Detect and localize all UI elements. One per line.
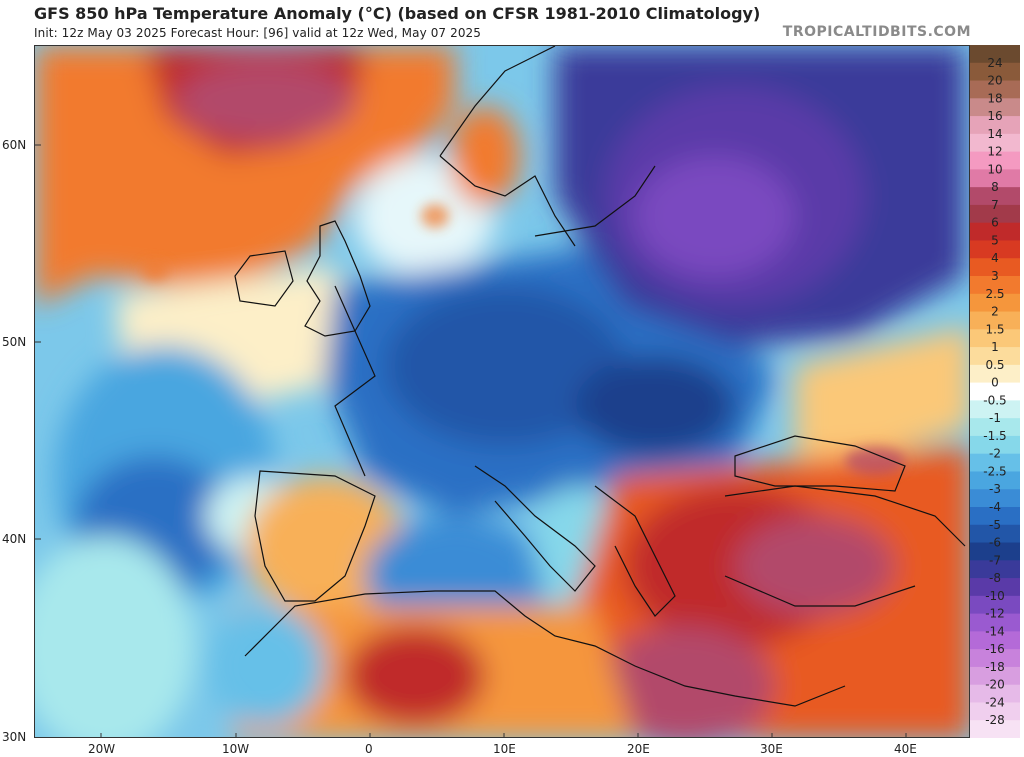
legend-label: -16 xyxy=(985,642,1005,656)
legend-label: -2 xyxy=(989,447,1001,461)
legend-label: -12 xyxy=(985,607,1005,621)
legend-label: -18 xyxy=(985,660,1005,674)
legend-swatch xyxy=(970,595,1020,615)
legend-swatch xyxy=(970,702,1020,721)
grid-ticks xyxy=(35,144,907,737)
legend-swatch xyxy=(970,169,1020,188)
legend-label: -24 xyxy=(985,695,1005,709)
legend-label: 1 xyxy=(991,340,999,354)
legend-swatch xyxy=(970,542,1020,561)
legend-label: -1 xyxy=(989,411,1001,425)
legend-label: -28 xyxy=(985,713,1005,727)
legend-label: 3 xyxy=(991,269,999,283)
legend-swatch xyxy=(970,276,1020,295)
lat-label-60n: 60N xyxy=(2,138,27,152)
legend-swatch xyxy=(970,471,1020,490)
legend-label: -14 xyxy=(985,624,1005,638)
legend-label: -8 xyxy=(989,571,1001,585)
legend-swatch xyxy=(970,524,1020,544)
legend-swatch xyxy=(970,489,1020,508)
legend-label: -2.5 xyxy=(983,464,1006,478)
lon-label-10e: 10E xyxy=(493,742,516,756)
legend-label: 12 xyxy=(987,145,1002,159)
color-legend: 24 20 18 16 14 12 10 8 7 6 5 4 3 2.5 2 1.5 1 0.5 0 -0.5 -1 -1… xyxy=(970,45,1020,739)
lon-label-20e: 20E xyxy=(627,742,650,756)
legend-swatch xyxy=(970,45,1020,64)
legend-label: 10 xyxy=(987,162,1002,176)
legend-swatch xyxy=(970,364,1020,384)
legend-swatch xyxy=(970,222,1020,241)
legend-label: -0.5 xyxy=(983,393,1006,407)
legend-swatch xyxy=(970,204,1020,224)
chart-title: GFS 850 hPa Temperature Anomaly (°C) (ba… xyxy=(34,4,761,23)
legend-swatch xyxy=(970,382,1020,401)
anomaly-detail xyxy=(141,204,905,475)
legend-label: 4 xyxy=(991,251,999,265)
legend-label: -20 xyxy=(985,678,1005,692)
legend-swatch xyxy=(970,62,1020,82)
legend-label: -10 xyxy=(985,589,1005,603)
legend-label: 20 xyxy=(987,74,1002,88)
anomaly-field xyxy=(35,46,969,737)
anomaly-map[interactable] xyxy=(34,45,970,738)
lon-label-40e: 40E xyxy=(894,742,917,756)
legend-label: 2.5 xyxy=(985,287,1004,301)
lon-label-0: 0 xyxy=(365,742,373,756)
lon-label-20w: 20W xyxy=(88,742,116,756)
legend-swatch xyxy=(970,631,1020,650)
legend-swatch xyxy=(970,578,1020,597)
legend-swatch xyxy=(970,613,1020,632)
legend-label: 7 xyxy=(991,198,999,212)
legend-swatch xyxy=(970,347,1020,366)
legend-swatch xyxy=(970,666,1020,686)
legend-label: 14 xyxy=(987,127,1002,141)
legend-swatch xyxy=(970,720,1020,739)
legend-label: 2 xyxy=(991,305,999,319)
legend-swatch xyxy=(970,507,1020,526)
legend-label: 8 xyxy=(991,180,999,194)
legend-swatch xyxy=(970,133,1020,153)
legend-label: 0 xyxy=(991,376,999,390)
lat-label-30n: 30N xyxy=(2,730,27,744)
legend-label: 0.5 xyxy=(985,358,1004,372)
legend-swatch xyxy=(970,649,1020,668)
legend-label: -3 xyxy=(989,482,1001,496)
legend-swatch xyxy=(970,187,1020,206)
legend-swatch xyxy=(970,98,1020,117)
legend-label: -4 xyxy=(989,500,1001,514)
legend-swatch xyxy=(970,80,1020,99)
legend-label: -1.5 xyxy=(983,429,1006,443)
map-canvas xyxy=(35,46,969,737)
forecast-info: Init: 12z May 03 2025 Forecast Hour: [96… xyxy=(34,26,482,40)
legend-swatch xyxy=(970,684,1020,703)
legend-label: -5 xyxy=(989,518,1001,532)
legend-label: 1.5 xyxy=(985,322,1004,336)
legend-label: 18 xyxy=(987,91,1002,105)
color-legend-svg: 24 20 18 16 14 12 10 8 7 6 5 4 3 2.5 2 1.5 1 0.5 0 -0.5 -1 -1… xyxy=(970,45,1020,739)
legend-swatch xyxy=(970,329,1020,348)
legend-swatch xyxy=(970,293,1020,313)
brand-watermark[interactable]: TROPICALTIDBITS.COM xyxy=(782,24,971,40)
legend-swatch xyxy=(970,560,1020,579)
legend-label: -7 xyxy=(989,553,1001,567)
legend-swatch xyxy=(970,151,1020,170)
legend-swatch xyxy=(970,418,1020,437)
legend-swatch xyxy=(970,258,1020,277)
legend-swatch xyxy=(970,400,1020,419)
lon-label-10w: 10W xyxy=(222,742,250,756)
legend-label: 16 xyxy=(987,109,1002,123)
lat-label-50n: 50N xyxy=(2,335,27,349)
legend-label: 5 xyxy=(991,233,999,247)
legend-label: 24 xyxy=(987,56,1002,70)
legend-label: -6 xyxy=(989,536,1001,550)
lon-label-30e: 30E xyxy=(760,742,783,756)
lat-label-40n: 40N xyxy=(2,532,27,546)
legend-swatch xyxy=(970,311,1020,330)
legend-swatch xyxy=(970,240,1020,259)
legend-label: 6 xyxy=(991,216,999,230)
legend-swatch xyxy=(970,453,1020,472)
coastlines xyxy=(234,46,966,707)
legend-swatch xyxy=(970,435,1020,455)
legend-swatch xyxy=(970,116,1020,135)
